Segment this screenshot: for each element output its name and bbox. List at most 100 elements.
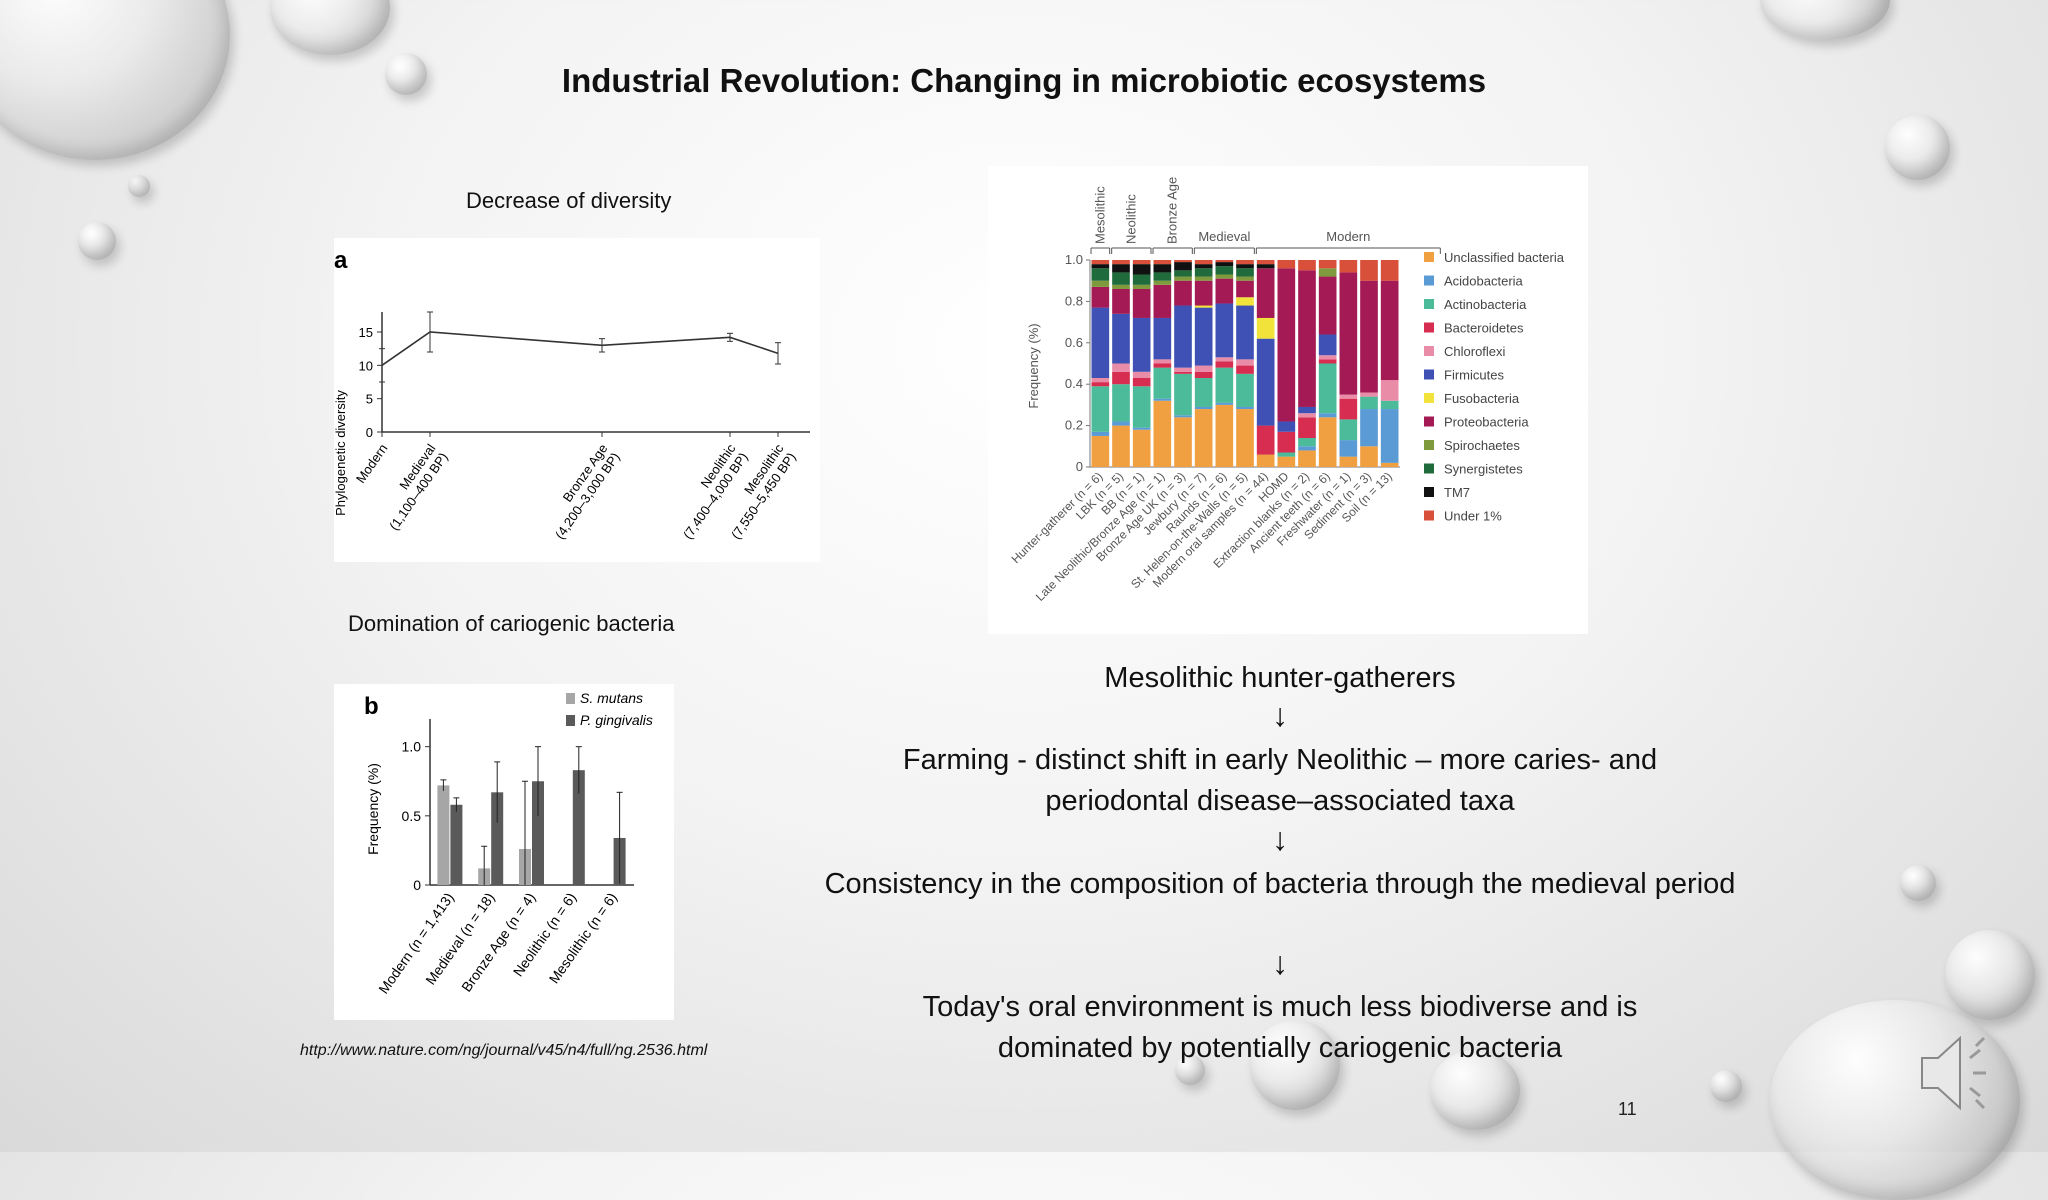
flow-step-4: Today's oral environment is much less bi… [922,991,1638,1064]
x-tick-label: Bronze Age(4,200–3,000 BP) [540,441,623,542]
stacked-segment [1298,438,1316,447]
legend-swatch [1424,252,1434,262]
stacked-segment [1360,446,1378,467]
stacked-segment [1194,268,1213,277]
legend-label: S. mutans [580,690,643,706]
label-cariogenic: Domination of cariogenic bacteria [348,611,675,636]
stacked-segment [1174,260,1192,263]
stacked-segment [1236,264,1254,269]
stacked-segment [1091,386,1110,432]
legend-swatch [1424,440,1434,450]
stacked-segment [1091,307,1110,378]
stacked-segment [1215,402,1234,405]
stacked-segment [1277,456,1296,467]
water-drop [1430,1050,1520,1130]
stacked-segment [1215,260,1234,263]
x-tick-label: Modern (n = 1,413) [375,890,457,997]
stacked-segment [1215,262,1234,267]
legend-label: Unclassified bacteria [1444,250,1565,265]
stacked-segment [1318,355,1337,360]
stacked-segment [1194,280,1213,306]
stacked-segment [1091,260,1110,265]
y-tick-label: 5 [366,392,373,407]
stacked-segment [1153,280,1172,285]
legend-label: Chloroflexi [1444,344,1506,359]
stacked-segment [1132,317,1151,372]
stacked-segment [1174,276,1192,281]
stacked-segment [1236,365,1254,374]
stacked-segment [1339,260,1358,273]
source-link[interactable]: http://www.nature.com/ng/journal/v45/n4/… [300,1042,708,1059]
frequency-chart-panel: b Frequency (%) 0 0.5 1.0 Modern (n = 1,413… [334,684,674,1020]
axis-label-y: Phylogenetic diversity [334,390,348,516]
stacked-segment [1380,409,1399,463]
stacked-segment [1112,421,1130,426]
stacked-segment [1236,359,1254,366]
slide-title: Industrial Revolution: Changing in micro… [561,62,1487,99]
stacked-segment [1112,264,1130,273]
stacked-segment [1256,264,1275,269]
stacked-segment [1298,406,1316,414]
stacked-segment [1318,363,1337,414]
stacked-segment [1236,406,1254,410]
stacked-segment [1132,371,1151,378]
stacked-segment [1215,278,1234,304]
stacked-segment [1194,377,1213,407]
stacked-segment [1174,262,1192,271]
stacked-segment [1112,363,1130,372]
legend-swatch [1424,510,1434,521]
legend-swatch [1424,322,1434,333]
stacked-segment [1360,409,1378,447]
stacked-segment [1174,367,1192,372]
frequency-chart: b Frequency (%) 0 0.5 1.0 Modern (n = 1,413… [364,690,653,997]
stacked-segment [1132,274,1151,285]
stacked-segment [1132,377,1151,387]
legend-swatch [1424,416,1434,427]
stacked-segment [1174,417,1192,467]
stacked-segment [1215,266,1234,275]
stacked-segment [1132,288,1151,318]
group-label: Mesolithic [1092,186,1107,244]
bar [572,770,585,885]
stacked-segment [1236,260,1254,265]
stacked-segment [1236,373,1254,407]
legend-swatch [566,715,575,726]
stacked-segment [1339,456,1358,467]
legend-swatch [1424,275,1434,286]
stacked-segment [1318,359,1337,364]
stacked-segment [1215,367,1234,403]
stacked-segment [1277,268,1296,422]
y-tick-label: 0.6 [1065,335,1083,350]
legend-label: Bacteroidetes [1444,321,1524,336]
stacked-segment [1277,452,1296,457]
water-drop [128,175,150,197]
panel-letter-b: b [364,693,379,720]
water-drop [1900,865,1936,901]
stacked-segment [1132,427,1151,430]
stacked-segment [1339,394,1358,399]
speaker-icon[interactable] [1918,1028,1998,1118]
stacked-segment [1153,363,1172,368]
stacked-segment [1236,268,1254,277]
stacked-segment [1236,297,1254,306]
stacked-segment [1380,400,1399,410]
y-tick-label: 0.4 [1065,376,1083,391]
stacked-segment [1194,260,1213,265]
group-label: Neolithic [1123,194,1138,244]
water-drop [385,53,427,95]
water-drop [1885,115,1950,180]
y-tick-label: 10 [359,358,373,373]
stacked-segment [1298,450,1316,467]
stacked-segment [1112,284,1130,289]
group-label: Modern [1326,229,1370,244]
flow-step-2: Farming - distinct shift in early Neolit… [902,744,1658,817]
stacked-segment [1318,413,1337,418]
y-tick-label: 0 [366,425,373,440]
stacked-segment [1112,313,1130,364]
legend-label: P. gingivalis [580,712,653,728]
stacked-segment [1194,276,1213,281]
stacked-segment [1153,359,1172,364]
stacked-segment [1091,286,1110,308]
stacked-segment [1091,268,1110,281]
stacked-segment [1339,272,1358,395]
